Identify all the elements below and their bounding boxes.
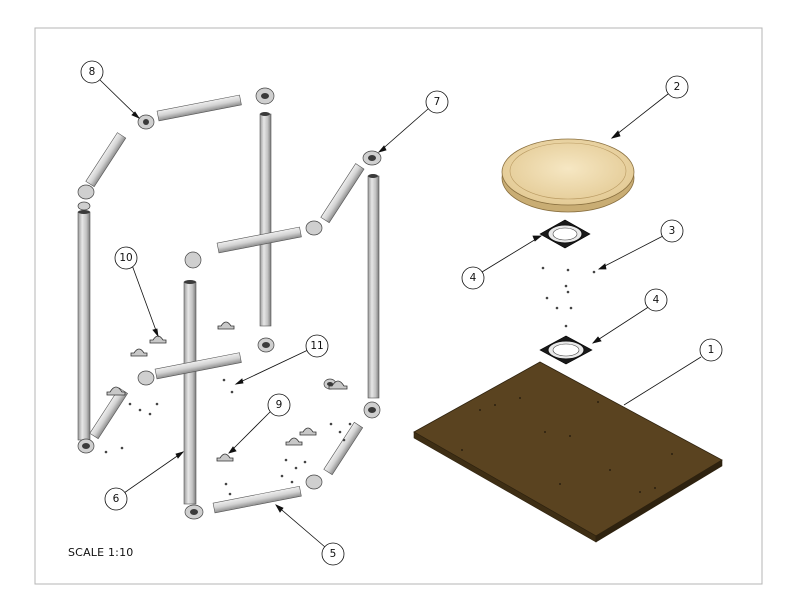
screw	[280, 474, 284, 478]
balloon-9-label: 9	[276, 399, 283, 411]
elbow-fitting	[77, 201, 91, 211]
screw	[224, 482, 228, 486]
screw	[329, 422, 333, 426]
balloon-11	[305, 334, 329, 358]
pipe-strap-clamp	[130, 348, 148, 357]
bearing-screws	[541, 266, 596, 328]
pipe-frame	[77, 87, 382, 520]
leader-lines	[99, 79, 702, 548]
balloon-5-label: 5	[330, 548, 337, 560]
pipe-strap-clamp	[216, 453, 234, 462]
balloon-3-label: 3	[669, 225, 676, 237]
balloon-4a	[461, 266, 485, 290]
screw	[294, 466, 298, 470]
pipe-end	[261, 93, 269, 99]
pipe-end	[82, 443, 90, 449]
screw	[230, 390, 234, 394]
balloon-10	[114, 246, 138, 270]
tee-fitting	[305, 220, 323, 236]
pipe-strap-clamp	[285, 437, 303, 446]
pipe-end	[368, 407, 376, 413]
screw	[148, 412, 152, 416]
pipe-vertical-back-left	[77, 211, 91, 441]
balloon-4b-label: 4	[653, 294, 660, 306]
pipe-strap-clamp	[299, 427, 317, 436]
pipe-end	[368, 155, 376, 161]
balloon-4b	[644, 288, 668, 312]
balloon-9	[267, 393, 291, 417]
sheet-border	[34, 27, 763, 585]
tee-fitting	[137, 370, 155, 386]
scale-label: SCALE 1:10	[68, 546, 134, 559]
screw	[104, 450, 108, 454]
balloon-8-label: 8	[89, 66, 96, 78]
elbow-fitting	[77, 184, 95, 200]
balloon-1	[699, 338, 723, 362]
pipe-vertical-front	[183, 281, 197, 505]
pipe-end	[262, 342, 270, 348]
pipe-horizontal-bottom	[212, 485, 302, 514]
pipe-end	[184, 280, 196, 284]
screw	[348, 422, 352, 426]
balloon-5	[321, 542, 345, 566]
pipe-strap-clamp	[149, 335, 167, 344]
balloon-4a-label: 4	[470, 272, 477, 284]
base-board	[413, 361, 723, 543]
pipe-vertical-right	[367, 175, 380, 399]
balloon-10-label: 10	[119, 252, 132, 264]
balloon-11-label: 11	[310, 340, 323, 352]
screw	[228, 492, 232, 496]
pipe-end	[143, 119, 149, 125]
pipe-horizontal-lower-middle	[154, 352, 242, 380]
screw	[303, 460, 307, 464]
pipe-end	[78, 210, 90, 214]
pipe-end	[368, 174, 378, 178]
screw	[342, 438, 346, 442]
pipe-diagonal-top-left	[85, 132, 127, 188]
screw	[120, 446, 124, 450]
balloon-1-label: 1	[708, 344, 715, 356]
pipe-diagonal-top-right	[320, 163, 365, 224]
balloon-6-label: 6	[113, 493, 120, 505]
pipe-end	[327, 382, 333, 386]
screw	[222, 378, 226, 382]
screw	[338, 430, 342, 434]
pipe-end	[260, 112, 270, 116]
balloon-2-label: 2	[674, 81, 681, 93]
balloon-8	[80, 60, 104, 84]
bearing-plate-top	[539, 219, 591, 249]
pipe-end	[190, 509, 198, 515]
pipe-diagonal-bottom-right	[323, 421, 364, 476]
screw	[290, 480, 294, 484]
screw	[155, 402, 159, 406]
balloon-7-label: 7	[434, 96, 441, 108]
elbow-fitting	[305, 474, 323, 490]
screw	[128, 402, 132, 406]
round-wood-top	[501, 138, 635, 213]
screw	[138, 408, 142, 412]
balloon-7	[425, 90, 449, 114]
pipe-strap-clamp	[217, 321, 235, 330]
pipe-horizontal-middle	[216, 226, 302, 254]
pipe-vertical-back-middle	[259, 113, 272, 327]
bearing-plate-bottom	[539, 335, 593, 365]
balloon-3	[660, 219, 684, 243]
pipe-strap-clamp	[328, 380, 348, 390]
screw	[284, 458, 288, 462]
elbow-fitting	[184, 251, 202, 269]
pipe-strap-clamp	[106, 386, 126, 396]
pipe-diagonal-bottom-left	[89, 387, 129, 440]
balloon-6	[104, 487, 128, 511]
balloon-2	[665, 75, 689, 99]
pipe-horizontal-top-back	[156, 94, 242, 122]
